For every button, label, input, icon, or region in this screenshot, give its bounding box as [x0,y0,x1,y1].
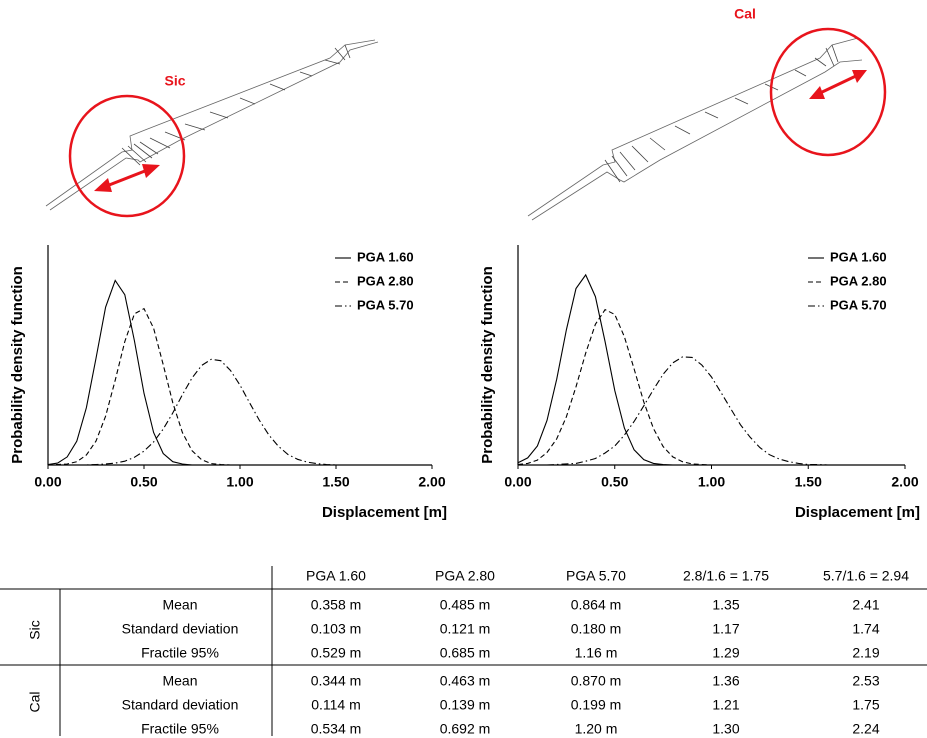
x-axis-label: Displacement [m] [322,504,447,521]
table-cell: 0.534 m [311,721,362,737]
table-cell: 1.36 [712,673,739,689]
x-tick-label: 0.50 [130,474,157,490]
annotation: Sic [164,73,185,89]
column-header: PGA 5.70 [566,568,626,584]
x-tick-label: 2.00 [418,474,445,490]
table: PGA 1.60 PGA 2.80 PGA 5.70 2.8/1.6 = 1.75 5.… [0,566,927,737]
table-cell: 0.485 m [440,597,491,613]
group-label: Cal [27,691,43,712]
table-cell: 0.344 m [311,673,362,689]
legend-label: PGA 1.60 [357,249,414,264]
table-cell: 0.180 m [571,621,622,637]
x-tick-label: 1.00 [226,474,253,490]
pdf-curve [517,308,905,466]
table-cell: 0.864 m [571,597,622,613]
x-tick-label: 0.50 [601,474,628,490]
table-cell: 2.19 [852,645,879,661]
x-tick-label: 2.00 [891,474,918,490]
y-axis-label: Probability density function [479,266,496,464]
column-header: 2.8/1.6 = 1.75 [683,568,769,584]
x-axis-label: Displacement [m] [795,504,920,521]
row-label: Fractile 95% [141,721,219,737]
column-header: PGA 2.80 [435,568,495,584]
table-cell: 2.24 [852,721,879,737]
sketch-cal [527,37,863,221]
table-cell: 1.74 [852,621,879,637]
x-tick-label: 1.00 [698,474,725,490]
table-cell: 0.685 m [440,645,491,661]
table-cell: 0.114 m [311,697,361,713]
column-header: 5.7/1.6 = 2.94 [823,568,909,584]
table-cell: 0.870 m [571,673,622,689]
legend-label: PGA 2.80 [830,273,887,288]
group-label: Sic [27,620,43,639]
x-tick-label: 0.00 [504,474,531,490]
table-cell: 2.53 [852,673,879,689]
y-axis-label: Probability density function [9,266,26,464]
legend-label: PGA 5.70 [357,297,414,312]
legend-label: PGA 2.80 [357,273,414,288]
table-cell: 0.103 m [311,621,362,637]
table-cell: 1.20 m [575,721,618,737]
table-cell: 1.30 [712,721,739,737]
table-cell: 1.35 [712,597,739,613]
table-cell: 0.121 m [440,621,491,637]
table-cell: 0.529 m [311,645,362,661]
legend-label: PGA 1.60 [830,249,887,264]
pdf-curve [47,307,432,466]
row-label: Mean [162,597,197,613]
column-header: PGA 1.60 [306,568,366,584]
table-cell: 1.29 [712,645,739,661]
table-cell: 1.75 [852,697,879,713]
table-cell: 1.16 m [575,645,618,661]
pdf-curve [48,358,432,466]
x-tick-label: 0.00 [34,474,61,490]
row-label: Standard deviation [122,697,239,713]
arrow [94,70,867,192]
table-cell: 1.21 [712,697,739,713]
x-tick-label: 1.50 [322,474,349,490]
pdf-curve [518,356,905,466]
x-tick-label: 1.50 [795,474,822,490]
highlight-circle [68,94,186,218]
highlight-circle [769,27,887,157]
table-cell: 1.17 [712,621,739,637]
table-cell: 2.41 [852,597,879,613]
row-label: Standard deviation [122,621,239,637]
row-label: Mean [162,673,197,689]
table-cell: 0.463 m [440,673,491,689]
table-cell: 0.139 m [440,697,491,713]
table-cell: 0.692 m [440,721,491,737]
table-cell: 0.199 m [571,697,622,713]
legend-label: PGA 5.70 [830,297,887,312]
table-cell: 0.358 m [311,597,362,613]
row-label: Fractile 95% [141,645,219,661]
annotation: Cal [734,6,756,22]
sketch-sic [45,39,379,211]
